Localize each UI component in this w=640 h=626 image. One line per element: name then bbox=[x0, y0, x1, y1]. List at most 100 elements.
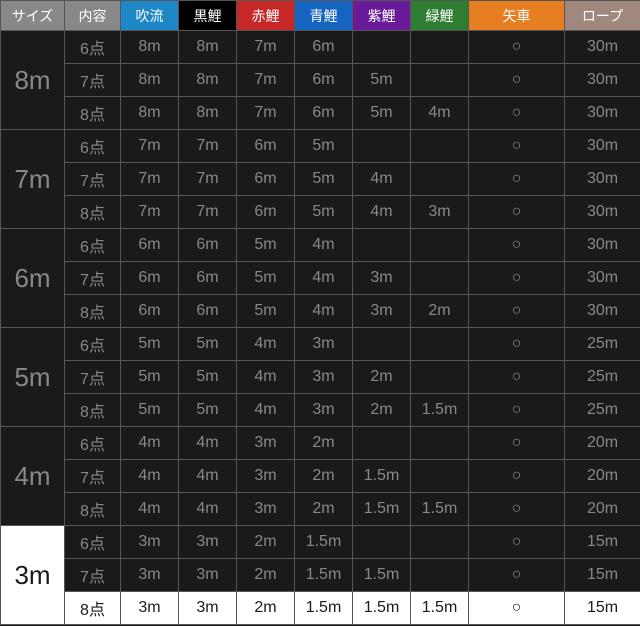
col-header-rope: ロープ bbox=[565, 1, 640, 31]
black-carp-cell: 4m bbox=[179, 493, 237, 526]
red-carp-cell: 2m bbox=[237, 559, 295, 592]
table-row: 8点3m3m2m1.5m1.5m1.5m○15m bbox=[1, 592, 640, 625]
fukinagashi-cell: 7m bbox=[121, 196, 179, 229]
rope-cell: 20m bbox=[565, 460, 640, 493]
naiyou-cell: 8点 bbox=[65, 394, 121, 427]
black-carp-cell: 8m bbox=[179, 97, 237, 130]
col-header-yaguruma: 矢車 bbox=[469, 1, 565, 31]
naiyou-cell: 8点 bbox=[65, 493, 121, 526]
table-row: 8点8m8m7m6m5m4m○30m bbox=[1, 97, 640, 130]
red-carp-cell: 5m bbox=[237, 262, 295, 295]
blue-carp-cell: 6m bbox=[295, 64, 353, 97]
yaguruma-cell: ○ bbox=[469, 592, 565, 625]
fukinagashi-cell: 4m bbox=[121, 427, 179, 460]
blue-carp-cell: 3m bbox=[295, 361, 353, 394]
col-header-red: 赤鯉 bbox=[237, 1, 295, 31]
fukinagashi-cell: 3m bbox=[121, 592, 179, 625]
blue-carp-cell: 6m bbox=[295, 31, 353, 64]
fukinagashi-cell: 8m bbox=[121, 97, 179, 130]
blue-carp-cell: 1.5m bbox=[295, 526, 353, 559]
naiyou-cell: 8点 bbox=[65, 97, 121, 130]
purple-carp-cell: 2m bbox=[353, 361, 411, 394]
red-carp-cell: 4m bbox=[237, 328, 295, 361]
size-cell: 3m bbox=[1, 526, 65, 625]
red-carp-cell: 2m bbox=[237, 592, 295, 625]
naiyou-cell: 7点 bbox=[65, 163, 121, 196]
green-carp-cell: 1.5m bbox=[411, 592, 469, 625]
fukinagashi-cell: 6m bbox=[121, 295, 179, 328]
table-row: 8点5m5m4m3m2m1.5m○25m bbox=[1, 394, 640, 427]
green-carp-cell bbox=[411, 559, 469, 592]
naiyou-cell: 6点 bbox=[65, 427, 121, 460]
green-carp-cell bbox=[411, 361, 469, 394]
table-row: 4m6点4m4m3m2m○20m bbox=[1, 427, 640, 460]
black-carp-cell: 8m bbox=[179, 64, 237, 97]
black-carp-cell: 8m bbox=[179, 31, 237, 64]
black-carp-cell: 6m bbox=[179, 295, 237, 328]
red-carp-cell: 6m bbox=[237, 163, 295, 196]
red-carp-cell: 3m bbox=[237, 427, 295, 460]
table-row: 8点6m6m5m4m3m2m○30m bbox=[1, 295, 640, 328]
table-row: 7点8m8m7m6m5m○30m bbox=[1, 64, 640, 97]
purple-carp-cell: 3m bbox=[353, 295, 411, 328]
fukinagashi-cell: 7m bbox=[121, 163, 179, 196]
green-carp-cell bbox=[411, 427, 469, 460]
black-carp-cell: 5m bbox=[179, 394, 237, 427]
yaguruma-cell: ○ bbox=[469, 163, 565, 196]
col-header-blue: 青鯉 bbox=[295, 1, 353, 31]
blue-carp-cell: 4m bbox=[295, 295, 353, 328]
naiyou-cell: 8点 bbox=[65, 196, 121, 229]
green-carp-cell bbox=[411, 328, 469, 361]
naiyou-cell: 7点 bbox=[65, 64, 121, 97]
rope-cell: 20m bbox=[565, 493, 640, 526]
blue-carp-cell: 3m bbox=[295, 328, 353, 361]
size-cell: 6m bbox=[1, 229, 65, 328]
rope-cell: 30m bbox=[565, 295, 640, 328]
yaguruma-cell: ○ bbox=[469, 196, 565, 229]
yaguruma-cell: ○ bbox=[469, 493, 565, 526]
col-header-size: サイズ bbox=[1, 1, 65, 31]
purple-carp-cell: 1.5m bbox=[353, 559, 411, 592]
yaguruma-cell: ○ bbox=[469, 328, 565, 361]
green-carp-cell: 2m bbox=[411, 295, 469, 328]
green-carp-cell bbox=[411, 130, 469, 163]
fukinagashi-cell: 5m bbox=[121, 328, 179, 361]
fukinagashi-cell: 8m bbox=[121, 31, 179, 64]
red-carp-cell: 5m bbox=[237, 295, 295, 328]
blue-carp-cell: 5m bbox=[295, 130, 353, 163]
green-carp-cell bbox=[411, 460, 469, 493]
red-carp-cell: 5m bbox=[237, 229, 295, 262]
col-header-naiyou: 内容 bbox=[65, 1, 121, 31]
naiyou-cell: 7点 bbox=[65, 262, 121, 295]
purple-carp-cell: 4m bbox=[353, 163, 411, 196]
naiyou-cell: 6点 bbox=[65, 31, 121, 64]
rope-cell: 30m bbox=[565, 97, 640, 130]
black-carp-cell: 6m bbox=[179, 229, 237, 262]
blue-carp-cell: 2m bbox=[295, 493, 353, 526]
red-carp-cell: 6m bbox=[237, 196, 295, 229]
green-carp-cell bbox=[411, 229, 469, 262]
green-carp-cell: 1.5m bbox=[411, 394, 469, 427]
rope-cell: 30m bbox=[565, 163, 640, 196]
red-carp-cell: 6m bbox=[237, 130, 295, 163]
rope-cell: 30m bbox=[565, 229, 640, 262]
blue-carp-cell: 4m bbox=[295, 262, 353, 295]
yaguruma-cell: ○ bbox=[469, 361, 565, 394]
size-spec-table: サイズ内容吹流黒鯉赤鯉青鯉紫鯉緑鯉矢車ロープ 8m6点8m8m7m6m○30m7… bbox=[0, 0, 640, 625]
yaguruma-cell: ○ bbox=[469, 427, 565, 460]
blue-carp-cell: 2m bbox=[295, 460, 353, 493]
blue-carp-cell: 1.5m bbox=[295, 592, 353, 625]
fukinagashi-cell: 5m bbox=[121, 394, 179, 427]
green-carp-cell: 1.5m bbox=[411, 493, 469, 526]
green-carp-cell bbox=[411, 526, 469, 559]
green-carp-cell: 3m bbox=[411, 196, 469, 229]
table-row: 7点7m7m6m5m4m○30m bbox=[1, 163, 640, 196]
purple-carp-cell: 5m bbox=[353, 64, 411, 97]
yaguruma-cell: ○ bbox=[469, 130, 565, 163]
rope-cell: 30m bbox=[565, 64, 640, 97]
purple-carp-cell: 5m bbox=[353, 97, 411, 130]
blue-carp-cell: 2m bbox=[295, 427, 353, 460]
green-carp-cell bbox=[411, 64, 469, 97]
green-carp-cell: 4m bbox=[411, 97, 469, 130]
rope-cell: 30m bbox=[565, 130, 640, 163]
